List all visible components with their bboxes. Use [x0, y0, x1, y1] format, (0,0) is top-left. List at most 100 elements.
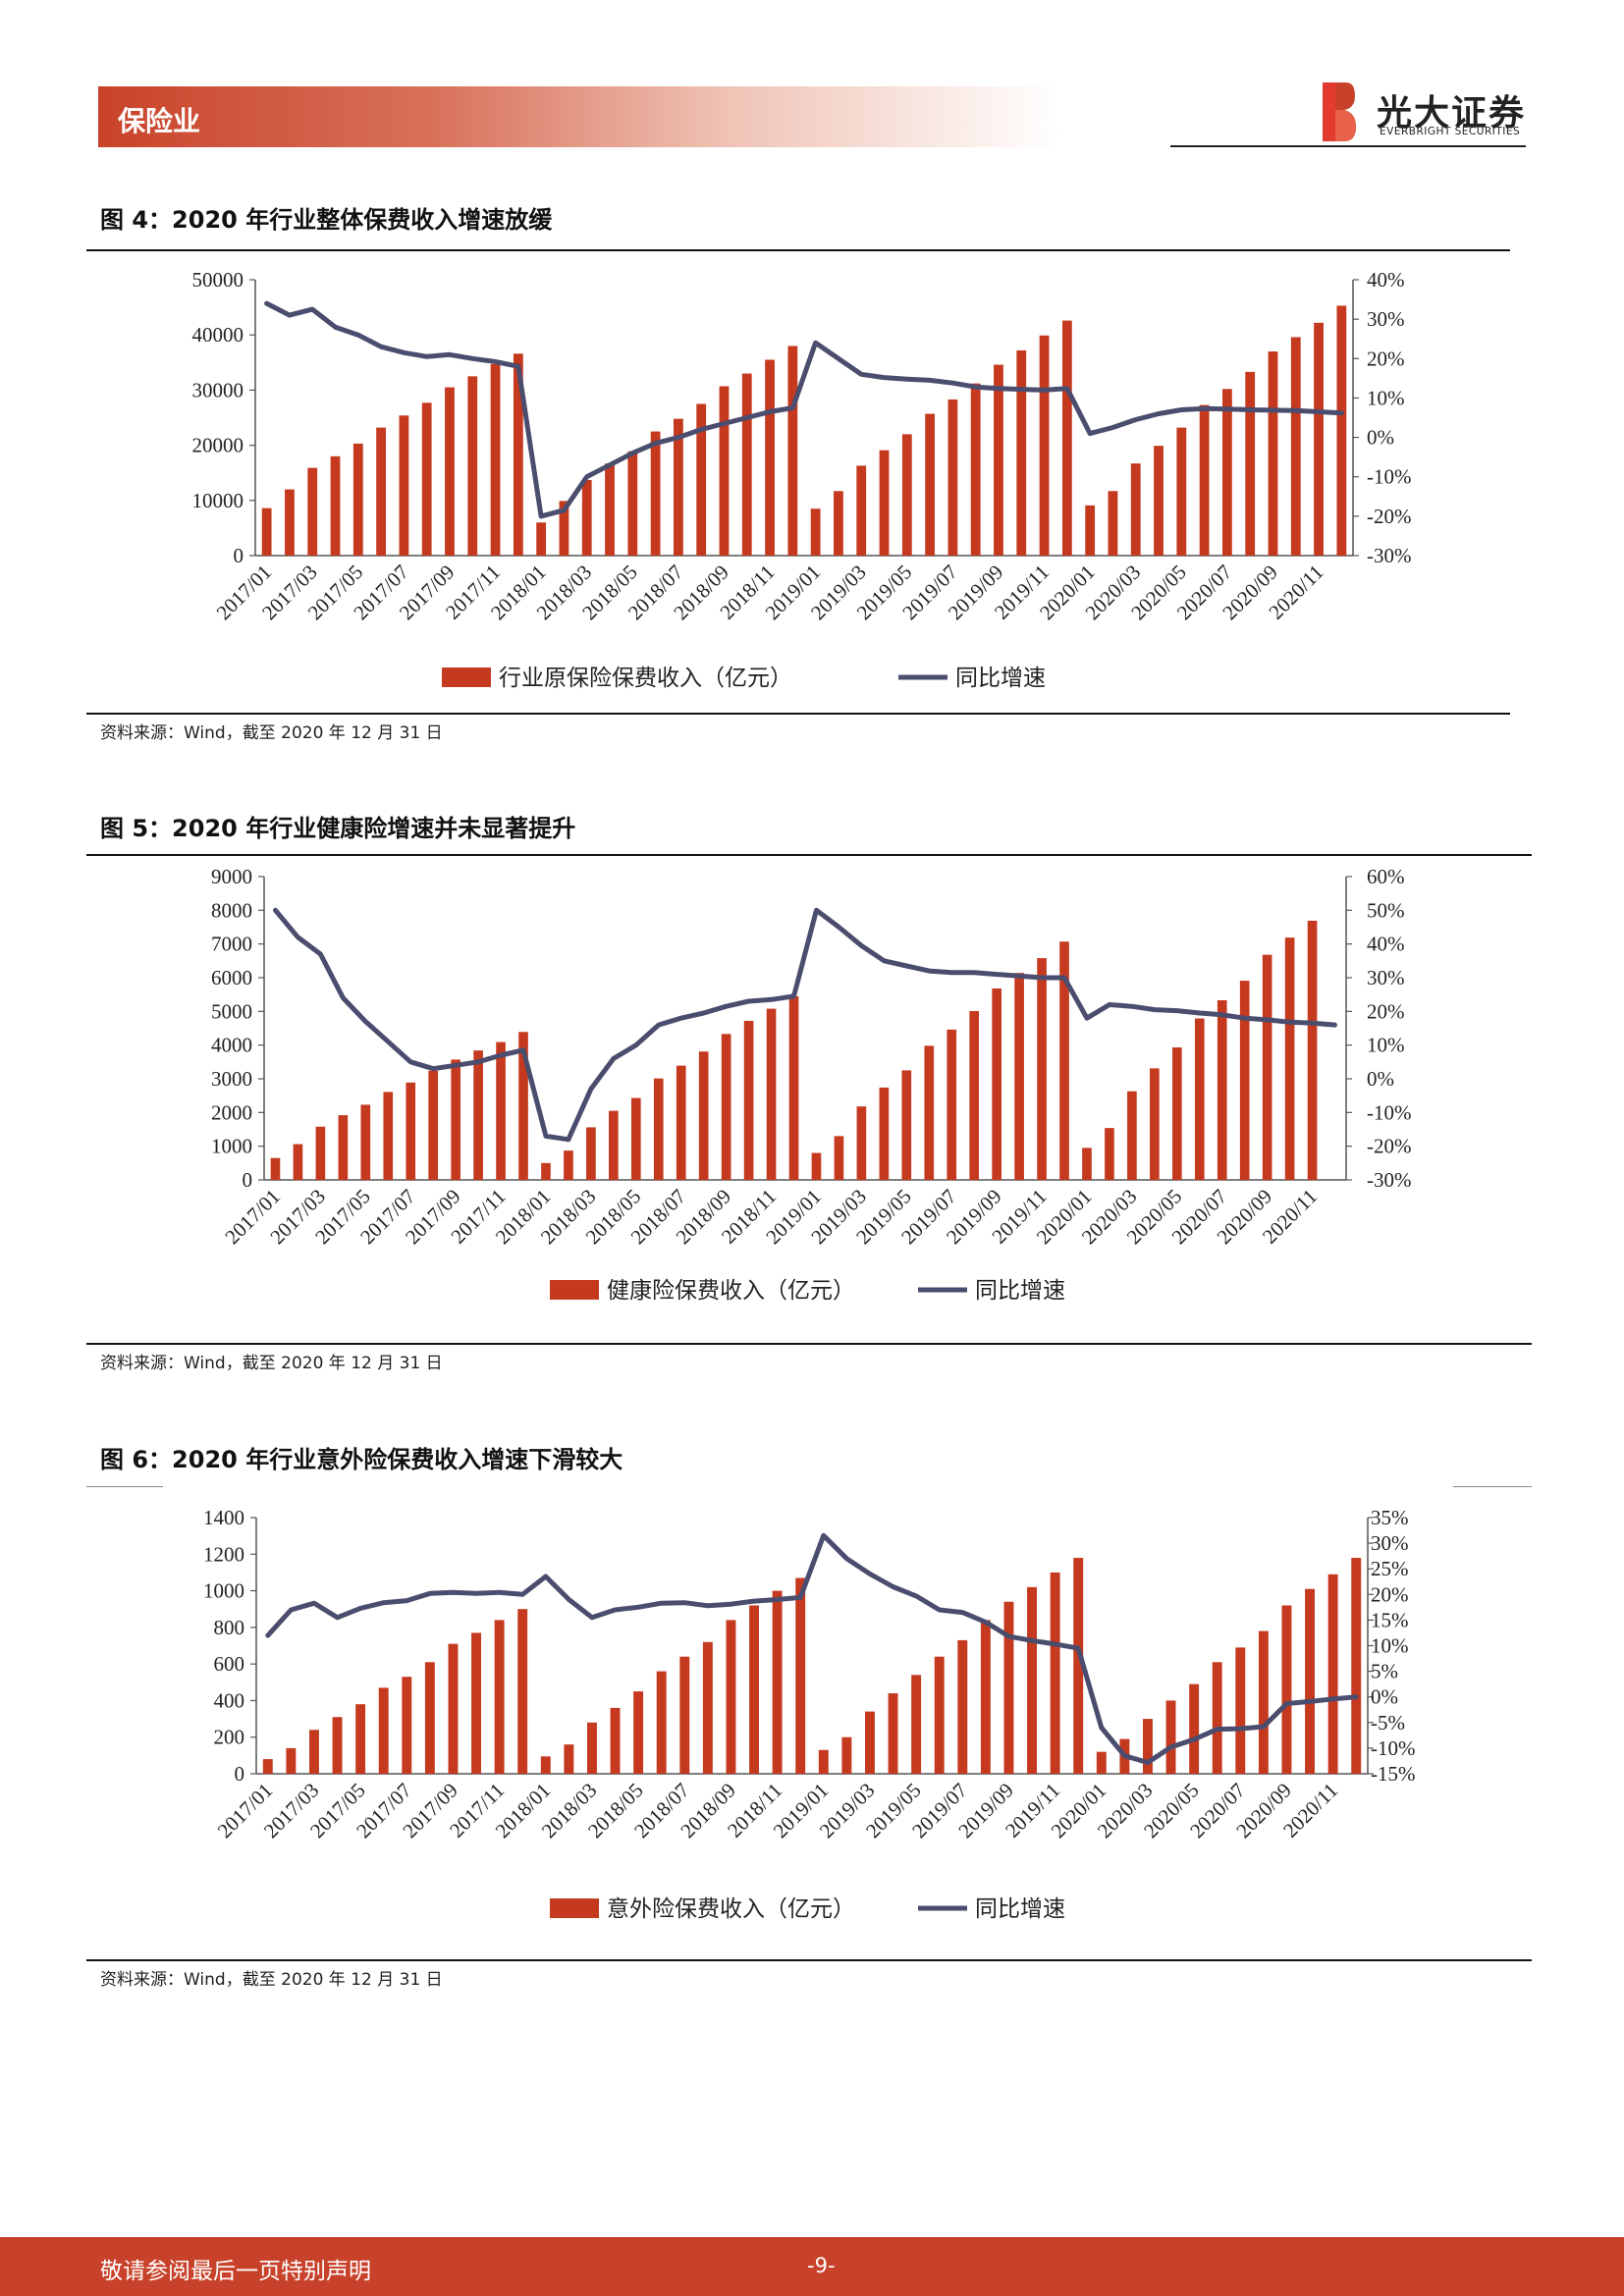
bar — [1165, 1700, 1176, 1774]
figure-6-chart: 0 200 400 600 800 1000 1200 1400 35%30%25%20%15%… — [203, 1506, 1416, 1922]
bar — [581, 480, 592, 556]
left-tick-label: 200 — [214, 1726, 245, 1749]
right-tick-label: -15% — [1371, 1762, 1416, 1786]
bar — [818, 1749, 829, 1774]
bar — [1143, 1719, 1153, 1774]
left-tick-label: 5000 — [211, 999, 252, 1023]
bar — [856, 465, 867, 556]
right-tick-label: 30% — [1371, 1531, 1409, 1555]
bar — [765, 359, 775, 556]
bar — [307, 467, 318, 556]
left-tick-label: 7000 — [211, 933, 252, 956]
bar — [1039, 335, 1050, 556]
right-tick-label: -10% — [1367, 465, 1412, 489]
bar — [856, 1106, 867, 1180]
right-tick-label: -10% — [1371, 1736, 1416, 1760]
legend-line-label: 同比增速 — [975, 1896, 1065, 1922]
bar — [696, 403, 707, 556]
bar — [1003, 1601, 1014, 1774]
bar — [1150, 1068, 1160, 1180]
bar — [1307, 920, 1318, 1180]
right-tick-label: 0% — [1367, 426, 1394, 450]
left-tick-label: 0 — [234, 544, 244, 567]
right-tick-label: -10% — [1367, 1100, 1412, 1124]
figure-4-bottom-rule — [86, 713, 1510, 715]
legend-bar-label: 意外险保费收入（亿元） — [607, 1896, 855, 1922]
bar — [293, 1144, 303, 1180]
bar — [1336, 305, 1347, 556]
bar — [925, 413, 935, 556]
bar — [1154, 446, 1164, 556]
right-tick-label: 30% — [1367, 966, 1405, 989]
bar — [355, 1704, 366, 1774]
legend-bar-swatch — [550, 1898, 599, 1918]
bar — [702, 1641, 713, 1774]
bar — [383, 1092, 394, 1180]
bar — [888, 1692, 898, 1774]
right-tick-label: 20% — [1371, 1582, 1409, 1606]
bar — [1127, 1091, 1137, 1180]
right-tick-label: -5% — [1371, 1711, 1405, 1735]
left-tick-label: 800 — [214, 1616, 245, 1639]
bar — [901, 1070, 912, 1180]
bar — [421, 402, 432, 556]
bar — [338, 1115, 349, 1180]
right-tick-label: 50% — [1367, 898, 1405, 922]
logo-text-en: EVERBRIGHT SECURITIES — [1380, 126, 1521, 137]
left-tick-label: 4000 — [211, 1034, 252, 1057]
bar — [970, 383, 981, 556]
bar — [1268, 351, 1278, 556]
bar — [609, 1110, 619, 1180]
bar — [749, 1605, 759, 1774]
growth-rate-line — [273, 907, 1337, 1143]
legend-bar-label: 健康险保费收入（亿元） — [607, 1278, 855, 1304]
bar — [610, 1707, 621, 1774]
bar — [772, 1590, 783, 1774]
bar — [1351, 1558, 1362, 1774]
bar — [1217, 1000, 1227, 1180]
right-tick-label: 60% — [1367, 865, 1405, 888]
bar — [834, 1136, 844, 1180]
bar — [1096, 1751, 1107, 1774]
bar — [261, 507, 272, 556]
bar — [286, 1747, 297, 1774]
bar — [834, 491, 843, 556]
right-tick-label: -30% — [1367, 544, 1412, 567]
bar — [726, 1620, 736, 1774]
bar — [1199, 404, 1210, 556]
bar — [586, 1127, 596, 1180]
bar — [1014, 973, 1024, 1180]
bar — [721, 1034, 731, 1180]
logo-text-cn: 光大证券 — [1377, 93, 1527, 133]
legend-bar-swatch — [442, 667, 491, 687]
figure-5-bottom-rule — [86, 1343, 1532, 1345]
figure-5-top-rule — [86, 854, 1532, 856]
bar — [1245, 371, 1256, 556]
left-tick-label: 50000 — [192, 268, 244, 292]
header-bar — [98, 86, 1060, 147]
figure-6-top-rule-right — [1453, 1486, 1532, 1487]
bar — [650, 431, 661, 556]
figure-6-bottom-rule — [86, 1959, 1532, 1961]
bar — [934, 1656, 945, 1774]
legend-line-label: 同比增速 — [955, 666, 1046, 691]
right-tick-label: 10% — [1371, 1634, 1409, 1658]
bar — [448, 1643, 459, 1774]
figure-6-top-rule-left — [86, 1486, 163, 1487]
left-tick-label: 600 — [214, 1652, 245, 1676]
bar — [810, 508, 821, 556]
bar — [743, 1020, 754, 1180]
left-tick-label: 40000 — [192, 323, 244, 347]
bar — [1212, 1662, 1222, 1774]
bar — [1235, 1647, 1246, 1774]
growth-rate-line — [264, 300, 1344, 519]
figure-5-title: 图 5：2020 年行业健康险增速并未显著提升 — [100, 815, 576, 842]
bar — [879, 1087, 890, 1180]
right-tick-label: 0% — [1367, 1067, 1394, 1091]
bar — [402, 1677, 412, 1774]
right-tick-label: 30% — [1367, 307, 1405, 331]
bar — [376, 427, 386, 556]
bar — [360, 1104, 371, 1180]
bar — [378, 1687, 389, 1774]
figure-6-title: 图 6：2020 年行业意外险保费收入增速下滑较大 — [100, 1446, 623, 1473]
